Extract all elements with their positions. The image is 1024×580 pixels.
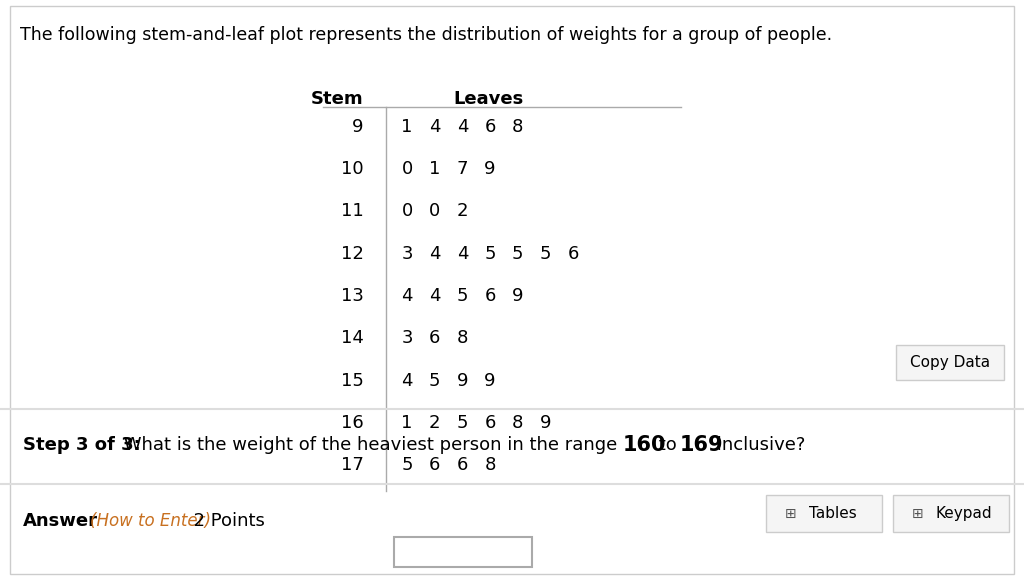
- Text: ⊞: ⊞: [784, 506, 796, 521]
- Text: 6: 6: [567, 245, 579, 263]
- Text: 1: 1: [429, 160, 440, 178]
- Text: 13: 13: [341, 287, 364, 305]
- Text: 6: 6: [429, 329, 440, 347]
- Text: 8: 8: [512, 118, 523, 136]
- Text: 2: 2: [429, 414, 440, 432]
- Text: 9: 9: [484, 160, 496, 178]
- Text: Copy Data: Copy Data: [909, 355, 990, 370]
- Text: 1: 1: [401, 414, 413, 432]
- Text: 9: 9: [352, 118, 364, 136]
- Text: 14: 14: [341, 329, 364, 347]
- Text: 3: 3: [401, 245, 413, 263]
- Text: 4: 4: [401, 287, 413, 305]
- Text: 5: 5: [401, 456, 413, 474]
- Text: 4: 4: [429, 287, 440, 305]
- Text: 2: 2: [457, 202, 468, 220]
- Text: 3: 3: [401, 329, 413, 347]
- Text: to: to: [653, 436, 683, 454]
- Text: 8: 8: [512, 414, 523, 432]
- Text: 5: 5: [457, 287, 468, 305]
- Text: Leaves: Leaves: [454, 90, 523, 108]
- FancyBboxPatch shape: [394, 537, 532, 567]
- Text: 0: 0: [401, 202, 413, 220]
- FancyBboxPatch shape: [896, 345, 1004, 380]
- Text: 9: 9: [484, 372, 496, 390]
- Text: 9: 9: [457, 372, 468, 390]
- Text: 6: 6: [484, 118, 496, 136]
- Text: Step 3 of 3:: Step 3 of 3:: [23, 436, 140, 454]
- Text: 7: 7: [457, 160, 468, 178]
- Text: 9: 9: [512, 287, 523, 305]
- FancyBboxPatch shape: [893, 495, 1009, 532]
- Text: 11: 11: [341, 202, 364, 220]
- Text: 169: 169: [680, 435, 724, 455]
- Text: 0: 0: [401, 160, 413, 178]
- Text: Keypad: Keypad: [936, 506, 992, 521]
- Text: 5: 5: [457, 414, 468, 432]
- Text: 0: 0: [429, 202, 440, 220]
- Text: Tables: Tables: [809, 506, 857, 521]
- Text: 6: 6: [484, 414, 496, 432]
- Text: ⊞: ⊞: [911, 506, 923, 521]
- Text: 5: 5: [540, 245, 551, 263]
- Text: What is the weight of the heaviest person in the range: What is the weight of the heaviest perso…: [118, 436, 623, 454]
- Text: 16: 16: [341, 414, 364, 432]
- Text: 4: 4: [457, 245, 468, 263]
- FancyBboxPatch shape: [766, 495, 882, 532]
- Text: 4: 4: [401, 372, 413, 390]
- Text: 8: 8: [484, 456, 496, 474]
- Text: 4: 4: [429, 118, 440, 136]
- Text: (How to Enter): (How to Enter): [90, 512, 211, 530]
- Text: 10: 10: [341, 160, 364, 178]
- Text: 6: 6: [429, 456, 440, 474]
- Text: 2 Points: 2 Points: [182, 512, 265, 530]
- Text: 4: 4: [457, 118, 468, 136]
- Text: Answer: Answer: [23, 512, 97, 530]
- Text: 1: 1: [401, 118, 413, 136]
- Text: inclusive?: inclusive?: [711, 436, 805, 454]
- Text: 5: 5: [484, 245, 496, 263]
- Text: 9: 9: [540, 414, 551, 432]
- Text: 4: 4: [429, 245, 440, 263]
- Text: 160: 160: [623, 435, 666, 455]
- Text: 6: 6: [457, 456, 468, 474]
- Text: 17: 17: [341, 456, 364, 474]
- Text: 15: 15: [341, 372, 364, 390]
- Text: Stem: Stem: [311, 90, 364, 108]
- Text: 12: 12: [341, 245, 364, 263]
- Text: 5: 5: [429, 372, 440, 390]
- Text: 5: 5: [512, 245, 523, 263]
- Text: The following stem-and-leaf plot represents the distribution of weights for a gr: The following stem-and-leaf plot represe…: [20, 26, 833, 44]
- Text: 6: 6: [484, 287, 496, 305]
- Text: 8: 8: [457, 329, 468, 347]
